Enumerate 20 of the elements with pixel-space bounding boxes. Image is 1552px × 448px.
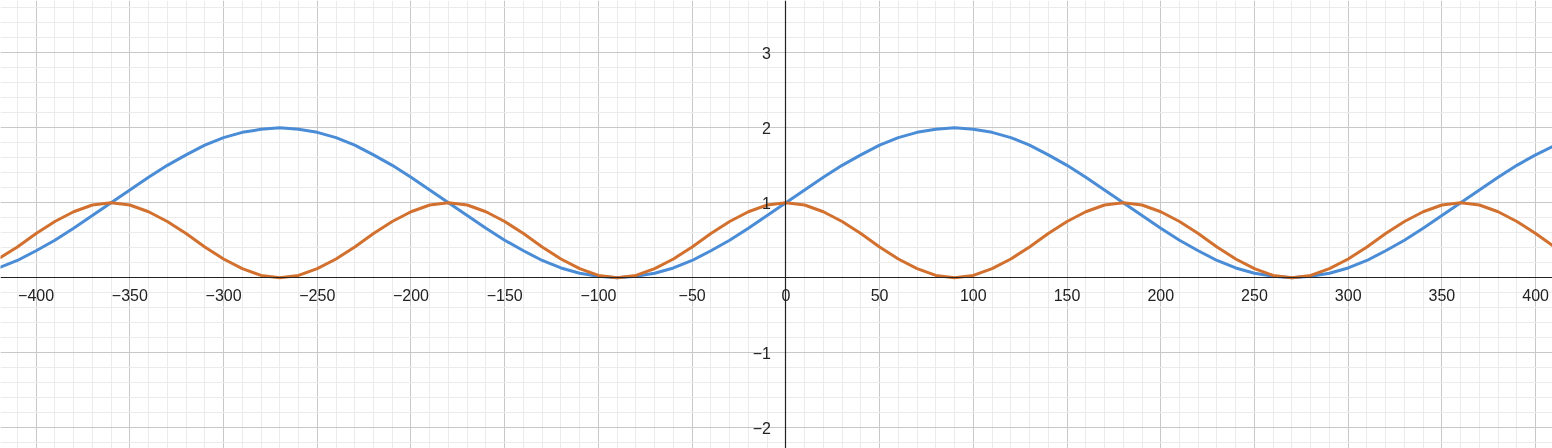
x-tick-label: −50	[678, 286, 706, 304]
x-tick-label: −100	[580, 286, 617, 304]
y-tick-label: −1	[752, 344, 771, 362]
y-tick-label: −2	[752, 419, 771, 437]
x-tick-label: 150	[1053, 286, 1081, 304]
x-tick-label: −200	[392, 286, 430, 304]
x-tick-label: −350	[111, 286, 148, 304]
y-tick-label: 3	[761, 44, 771, 62]
x-tick-label: 350	[1428, 286, 1456, 304]
x-tick-label: 50	[870, 286, 889, 304]
y-tick-label: 2	[761, 119, 771, 137]
x-tick-label: −150	[486, 286, 523, 304]
x-tick-label: 400	[1522, 286, 1550, 304]
x-tick-label: −400	[18, 286, 55, 304]
x-tick-label: −300	[205, 286, 242, 304]
x-tick-label: 100	[959, 286, 987, 304]
x-tick-label: −250	[299, 286, 336, 304]
x-tick-label: 300	[1334, 286, 1362, 304]
x-tick-label: 250	[1241, 286, 1268, 304]
x-tick-label: 200	[1147, 286, 1175, 304]
